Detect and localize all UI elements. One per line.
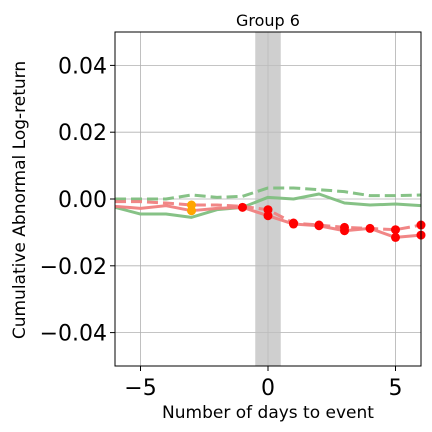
x-axis-label: Number of days to event: [162, 403, 374, 423]
series-line-0: [115, 186, 422, 201]
data-point-4: [263, 211, 273, 221]
y-tick-layer: −0.04 −0.02 0.00 0.02 0.04: [40, 54, 115, 347]
data-point-11: [365, 223, 375, 233]
x-tick-label-0: −5: [124, 376, 156, 401]
y-tick-label-3: 0.02: [58, 121, 107, 146]
marker-layer: [187, 200, 426, 242]
data-point-10: [340, 226, 349, 236]
data-point-6: [289, 219, 298, 229]
series-line-1: [114, 192, 422, 219]
data-point-12: [391, 225, 400, 235]
y-tick-label-1: −0.02: [40, 255, 107, 280]
data-point-1: [187, 206, 196, 216]
chart-title: Group 6: [236, 11, 300, 30]
y-axis-label: Cumulative Abnormal Log-return: [10, 61, 30, 339]
y-tick-label-4: 0.04: [58, 54, 107, 79]
data-point-2: [238, 202, 247, 212]
data-point-8: [314, 221, 324, 231]
y-tick-label-0: −0.04: [40, 322, 107, 347]
x-tick-label-1: 0: [261, 376, 275, 401]
y-tick-label-2: 0.00: [58, 188, 107, 213]
x-tick-label-2: 5: [389, 376, 403, 401]
x-tick-layer: −5 0 5: [124, 366, 403, 401]
data-point-13: [391, 232, 400, 242]
